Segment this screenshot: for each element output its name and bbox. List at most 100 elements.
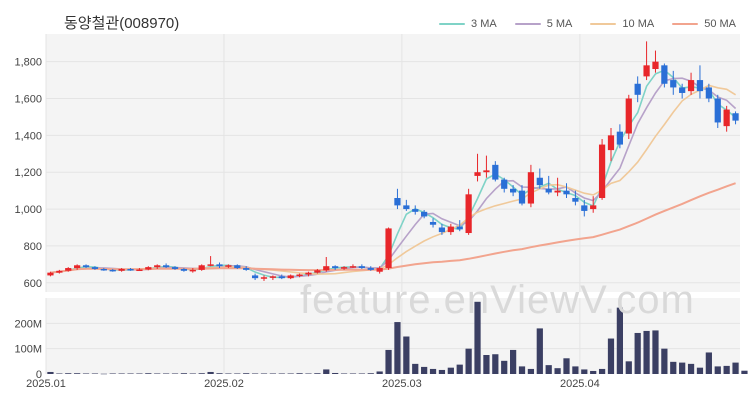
legend-swatch-3ma (439, 23, 466, 25)
candle-body (296, 274, 303, 276)
volume-bar (225, 373, 232, 374)
volume-bar (545, 365, 552, 374)
candle-body (652, 61, 659, 70)
volume-bar (100, 373, 107, 375)
volume-bar (696, 367, 704, 374)
legend-label-5ma: 5 MA (546, 18, 573, 30)
candle-body (74, 265, 81, 269)
candle-body (670, 80, 677, 88)
legend-item-3ma: 3 MA (439, 18, 497, 30)
candle-body (332, 266, 339, 269)
candle-body (687, 80, 695, 92)
candle-body (403, 205, 410, 210)
candle-body (625, 98, 632, 134)
candle-body (109, 269, 116, 272)
volume-bar (616, 307, 623, 374)
legend-label-50ma: 50 MA (704, 18, 736, 30)
candle-body (340, 267, 348, 269)
candle-body (367, 268, 374, 270)
volume-bar (180, 373, 188, 374)
volume-bar (634, 332, 641, 374)
volume-bar (456, 364, 463, 374)
candle-body (171, 267, 179, 269)
price-tick-label: 1,800 (14, 57, 42, 69)
candle-body (198, 265, 205, 270)
candle-body (518, 190, 526, 204)
candle-body (563, 190, 570, 195)
volume-bar (118, 373, 125, 374)
volume-bar (376, 371, 383, 374)
volume-bar (429, 368, 437, 374)
volume-bar (643, 330, 650, 374)
candle-body (465, 194, 472, 234)
volume-bar (492, 354, 499, 374)
volume-bar (536, 328, 543, 374)
volume-bar (581, 369, 588, 374)
volume-bar (590, 370, 597, 374)
candle-body (305, 272, 312, 275)
volume-bar (385, 349, 392, 374)
candle-body (65, 268, 72, 271)
candle-body (376, 268, 383, 272)
volume-bar (56, 373, 63, 374)
candle-body (127, 268, 134, 271)
volume-bar (136, 373, 143, 374)
volume-bar (47, 371, 54, 374)
legend-label-10ma: 10 MA (622, 18, 655, 30)
price-tick-label: 1,400 (14, 130, 42, 142)
candle-body (679, 87, 686, 93)
volume-bar (527, 368, 535, 374)
volume-bar (332, 372, 339, 374)
volume-bar (741, 370, 748, 374)
volume-bar (679, 362, 686, 374)
volume-tick-label: 0 (36, 369, 42, 381)
volume-bar (652, 330, 659, 374)
candle-body (82, 265, 90, 268)
volume-bar (198, 373, 205, 374)
volume-bar (287, 373, 294, 374)
volume-bar (269, 373, 276, 374)
candle-body (536, 177, 543, 186)
candle-body (394, 198, 401, 206)
volume-bar (438, 369, 446, 374)
volume-bar (234, 373, 241, 374)
candle-body (349, 266, 357, 268)
volume-bar (723, 365, 730, 374)
volume-bar (323, 369, 330, 374)
volume-bar (705, 352, 712, 374)
legend-swatch-5ma (514, 23, 541, 25)
price-tick-label: 600 (24, 278, 42, 290)
volume-bar (518, 366, 526, 374)
price-tick-label: 800 (24, 241, 42, 253)
candle-body (696, 80, 704, 92)
volume-bar (216, 373, 223, 374)
candle-body (501, 179, 508, 189)
candle-body (643, 65, 650, 77)
volume-bar (82, 373, 90, 374)
volume-bar (305, 373, 312, 374)
volume-bar (412, 363, 419, 374)
candle-body (56, 270, 63, 273)
volume-bar (260, 373, 268, 374)
candle-body (705, 87, 712, 99)
legend: 3 MA 5 MA 10 MA 50 MA (439, 18, 736, 30)
volume-bar (661, 348, 668, 374)
price-tick-label: 1,000 (14, 204, 42, 216)
volume-panel (46, 298, 740, 374)
volume-bar (251, 373, 259, 374)
candle-body (412, 209, 419, 212)
candle-body (527, 172, 535, 204)
candle-body (207, 264, 214, 266)
candle-body (714, 98, 721, 123)
candle-body (225, 265, 232, 267)
legend-swatch-10ma (590, 23, 617, 25)
volume-bar (65, 373, 72, 374)
volume-bar (670, 361, 677, 374)
candle-body (572, 198, 579, 202)
volume-bar (109, 373, 116, 374)
volume-bar (145, 373, 152, 374)
candle-body (429, 221, 437, 225)
legend-swatch-50ma (672, 23, 699, 25)
candle-body (189, 269, 196, 272)
